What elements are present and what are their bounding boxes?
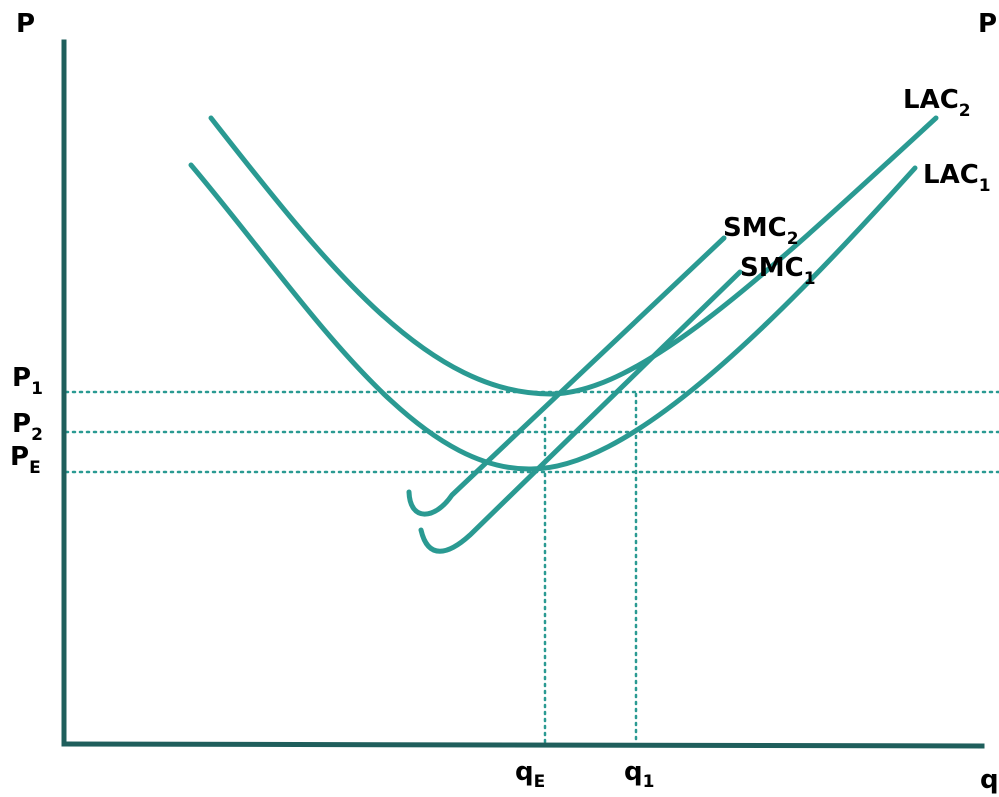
label-qe-main: q [515, 757, 534, 787]
label-smc1-main: SMC [740, 253, 804, 283]
label-pe: PE [10, 442, 41, 478]
y-axis-label: P [16, 9, 35, 39]
x-axis [61, 741, 985, 749]
label-pe-main: P [10, 442, 29, 472]
label-p2-sub: 2 [31, 425, 43, 445]
label-p1-sub: 1 [31, 379, 43, 399]
label-p1-main: P [12, 363, 31, 393]
curves [188, 115, 939, 554]
curve-lac2 [208, 115, 939, 397]
label-p2: P2 [12, 409, 43, 445]
x-axis-label: q [980, 765, 999, 795]
quantity-labels: qE q1 [515, 757, 654, 792]
label-lac1: LAC1 [923, 160, 991, 196]
label-pe-sub: E [29, 458, 41, 478]
label-smc2-sub: 2 [787, 229, 799, 249]
label-smc1-sub: 1 [804, 269, 816, 289]
label-p1: P1 [12, 363, 43, 399]
label-lac2-main: LAC [903, 85, 959, 115]
curve-smc1 [418, 269, 743, 554]
label-smc1: SMC1 [740, 253, 816, 289]
label-lac2-sub: 2 [959, 101, 971, 121]
guide-lines [64, 390, 999, 744]
label-p2-main: P [12, 409, 31, 439]
label-q1: q1 [624, 757, 654, 792]
curve-smc2 [406, 235, 727, 517]
y-axis-label-right: P [978, 9, 997, 39]
label-qe-sub: E [534, 772, 546, 792]
label-q1-sub: 1 [643, 772, 655, 792]
price-labels: P1 P2 PE [10, 363, 43, 478]
label-smc2: SMC2 [723, 213, 799, 249]
label-lac1-main: LAC [923, 160, 979, 190]
label-lac1-sub: 1 [979, 176, 991, 196]
label-lac2: LAC2 [903, 85, 971, 121]
label-smc2-main: SMC [723, 213, 787, 243]
curve-labels: LAC2 LAC1 SMC2 SMC1 [723, 85, 991, 289]
label-qe: qE [515, 757, 545, 792]
axes [61, 39, 985, 749]
curve-lac1 [188, 162, 918, 472]
label-q1-main: q [624, 757, 643, 787]
